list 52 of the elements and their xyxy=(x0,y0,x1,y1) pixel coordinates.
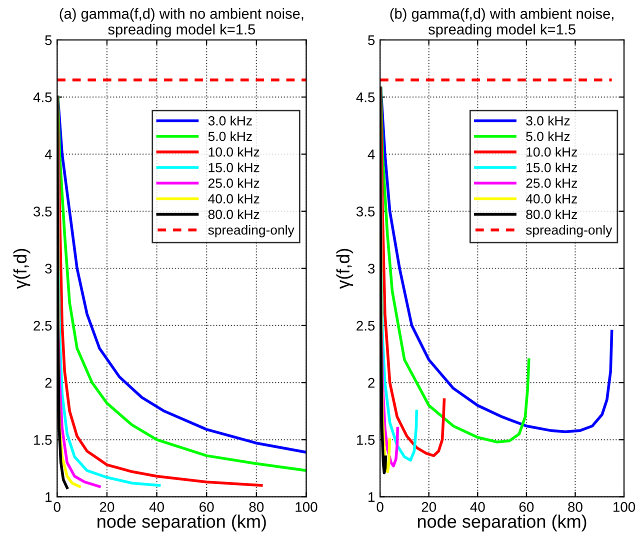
legend-label: 25.0 kHz xyxy=(208,178,260,188)
x-tick-label: 100 xyxy=(614,502,636,512)
x-tick-label: 60 xyxy=(519,502,534,512)
y-tick-label: 1.5 xyxy=(34,435,52,445)
legend-label: 5.0 kHz xyxy=(526,131,570,142)
y-tick-label: 3 xyxy=(368,264,375,274)
legend-label: 25.0 kHz xyxy=(526,178,578,188)
y-tick-label: 5 xyxy=(45,35,52,46)
x-tick-label: 0 xyxy=(376,502,384,512)
y-tick-label: 4.5 xyxy=(356,92,375,102)
legend-label: spreading-only xyxy=(526,224,612,238)
chart-title: (b) gamma(f,d) with ambient noise, spreading model k=1.5 xyxy=(390,8,614,38)
x-tick-label: 20 xyxy=(422,502,436,512)
legend-label: 10.0 kHz xyxy=(208,146,260,157)
x-tick-label: 0 xyxy=(54,502,60,512)
legend-label: 15.0 kHz xyxy=(208,162,260,172)
y-tick-label: 4 xyxy=(44,150,52,160)
legend-label: spreading-only xyxy=(208,224,294,238)
y-tick-label: 5 xyxy=(368,35,375,46)
x-axis-title: node separation (km) xyxy=(418,514,586,532)
y-tick-label: 1 xyxy=(46,492,52,502)
chart-title: (a) gamma(f,d) with no ambient noise, spreading model k=1.5 xyxy=(60,8,304,38)
x-tick-label: 100 xyxy=(296,502,318,512)
y-axis-title: γ(f,d) xyxy=(13,248,30,289)
x-axis-title: node separation (km) xyxy=(98,514,266,532)
y-tick-label: 2 xyxy=(45,378,52,388)
x-tick-label: 80 xyxy=(568,502,582,512)
legend-label: 3.0 kHz xyxy=(208,116,252,126)
x-tick-label: 40 xyxy=(149,502,164,512)
legend-label: 5.0 kHz xyxy=(208,131,252,142)
y-tick-label: 2.5 xyxy=(356,320,375,331)
y-tick-label: 4 xyxy=(368,150,375,160)
x-tick-label: 20 xyxy=(100,502,114,512)
y-tick-label: 1.5 xyxy=(356,435,375,445)
legend-label: 40.0 kHz xyxy=(526,194,578,204)
y-axis-title: γ(f,d) xyxy=(336,248,354,289)
x-tick-label: 80 xyxy=(249,502,264,512)
x-tick-label: 40 xyxy=(470,502,485,512)
y-tick-label: 3 xyxy=(45,264,52,274)
y-tick-label: 4.5 xyxy=(33,92,52,102)
x-tick-label: 60 xyxy=(200,502,214,512)
y-tick-label: 2.5 xyxy=(34,320,52,331)
legend-label: 3.0 kHz xyxy=(526,116,570,126)
legend-label: 80.0 kHz xyxy=(208,209,260,220)
y-tick-label: 1 xyxy=(368,492,375,502)
legend-label: 80.0 kHz xyxy=(526,209,578,220)
legend-label: 15.0 kHz xyxy=(526,162,578,172)
legend-label: 10.0 kHz xyxy=(526,146,578,157)
y-tick-label: 3.5 xyxy=(34,206,52,216)
y-tick-label: 2 xyxy=(368,378,375,388)
legend-label: 40.0 kHz xyxy=(208,194,260,204)
y-tick-label: 3.5 xyxy=(356,206,375,216)
